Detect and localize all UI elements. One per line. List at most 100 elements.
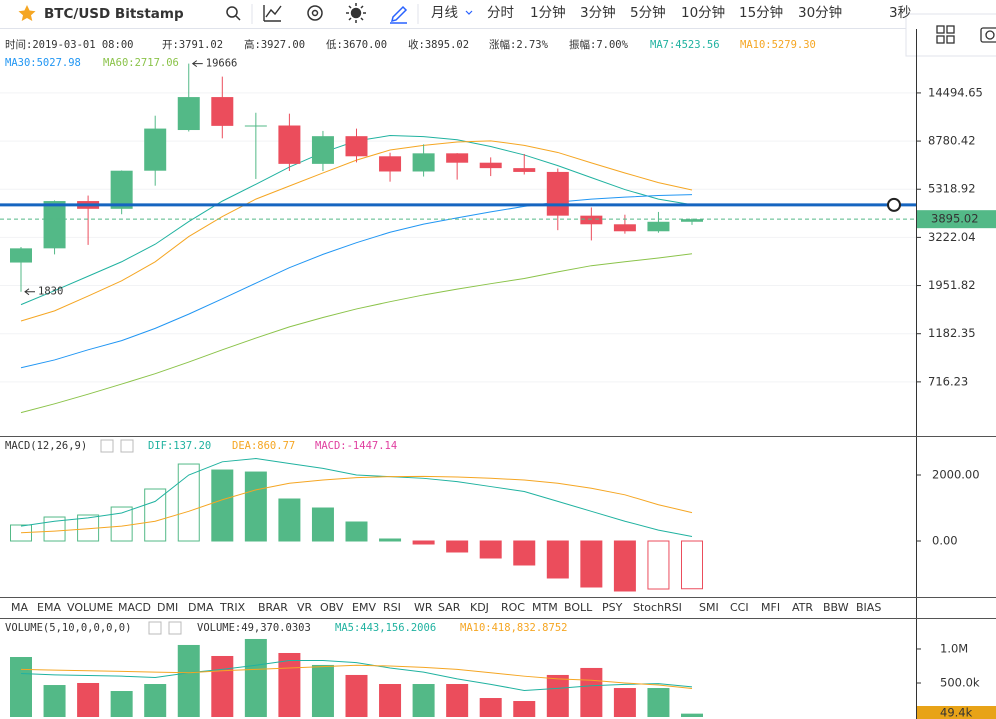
volume-ma-line	[20, 664, 693, 690]
macd-bar	[546, 540, 569, 579]
candle-body	[613, 224, 636, 232]
interval-button[interactable]: 3分钟	[580, 4, 616, 21]
pane-title: MACD(12,26,9)	[5, 440, 87, 452]
volume-bar	[77, 682, 100, 717]
interval-button[interactable]: 5分钟	[630, 4, 666, 21]
last-price-box	[917, 210, 996, 229]
info-item: 收:3895.02	[408, 38, 469, 51]
candle-body	[177, 97, 200, 131]
annotation-arrow	[191, 60, 203, 68]
interval-button[interactable]: 月线	[431, 5, 458, 21]
legend-item: MA30:5027.98	[5, 57, 81, 69]
indicator-tab[interactable]: CCI	[730, 601, 749, 614]
info-item: 涨幅:2.73%	[489, 38, 549, 51]
y-tick-label: 1182.35	[928, 326, 976, 340]
indicator-tab[interactable]: MFI	[761, 601, 780, 614]
indicator-tab[interactable]: RSI	[383, 601, 401, 614]
candle-body	[311, 136, 334, 164]
theme-icon[interactable]	[346, 3, 366, 23]
legend-item: MA10:5279.30	[740, 39, 816, 51]
info-item: 高:3927.00	[244, 38, 305, 51]
volume-bar	[177, 644, 200, 717]
indicator-tab[interactable]: WR	[414, 601, 433, 614]
indicator-tab[interactable]: TRIX	[219, 601, 246, 614]
interval-button[interactable]: 15分钟	[739, 4, 783, 21]
y-tick-label: 14494.65	[928, 85, 983, 99]
indicator-tab[interactable]: EMA	[37, 601, 61, 614]
indicator-tab[interactable]: ROC	[501, 601, 525, 614]
legend-item: MA5:443,156.2006	[335, 622, 436, 634]
interval-button[interactable]: 10分钟	[681, 4, 725, 21]
volume-bar	[144, 684, 167, 717]
indicator-tab[interactable]: MTM	[532, 601, 558, 614]
y-tick-label: 2000.00	[932, 468, 980, 482]
indicator-tab[interactable]: BBW	[823, 601, 849, 614]
indicator-tab[interactable]: DMA	[188, 601, 214, 614]
indicator-tab[interactable]: SMI	[699, 601, 719, 614]
legend-item: DEA:860.77	[232, 440, 295, 452]
volume-bar	[278, 652, 301, 717]
candle-body	[546, 171, 569, 216]
legend-item: MA60:2717.06	[103, 57, 179, 69]
y-tick-label: 1.0M	[940, 641, 968, 655]
macd-bar	[144, 488, 167, 542]
candle-body	[513, 168, 536, 172]
info-item: 时间:2019-03-01 08:00	[5, 38, 133, 51]
line-handle[interactable]	[887, 197, 901, 212]
dropdown-caret[interactable]	[465, 10, 473, 15]
candle-body	[110, 170, 133, 209]
macd-bar	[311, 507, 334, 542]
interval-button[interactable]: 30分钟	[798, 4, 842, 21]
draw-icon[interactable]	[390, 5, 408, 24]
indicator-icon[interactable]	[263, 5, 282, 22]
volume-bar	[613, 688, 636, 717]
candle-body	[211, 97, 234, 126]
indicator-tab[interactable]: OBV	[320, 601, 344, 614]
indicator-tab[interactable]: VOLUME	[67, 601, 113, 614]
volume-bar	[345, 674, 368, 717]
candle-body	[379, 156, 402, 172]
candle-body	[647, 221, 670, 232]
legend-item: VOLUME:49,370.0303	[197, 622, 311, 634]
indicator-tab[interactable]: SAR	[438, 601, 461, 614]
favorite-star[interactable]	[18, 5, 36, 21]
indicator-tab[interactable]: DMI	[157, 601, 178, 614]
macd-line	[20, 475, 693, 534]
indicator-tab[interactable]: BIAS	[856, 601, 881, 614]
layout-icon[interactable]	[936, 25, 955, 44]
interval-button[interactable]: 分时	[487, 5, 514, 21]
annotation: 1830	[38, 286, 63, 298]
side-panel	[905, 13, 996, 57]
settings-icon[interactable]	[307, 5, 323, 21]
indicator-tab[interactable]: ATR	[792, 601, 813, 614]
side-panel-box	[905, 13, 996, 57]
volume-bar	[546, 674, 569, 717]
volume-bar	[10, 657, 32, 717]
interval-button[interactable]: 3秒	[889, 5, 911, 21]
legend-item: MA7:4523.56	[650, 39, 720, 51]
indicator-tab[interactable]: VR	[297, 601, 313, 614]
candle-body	[446, 153, 469, 163]
indicator-tab[interactable]: KDJ	[470, 601, 489, 614]
volume-ma-line	[20, 660, 693, 691]
indicator-tab[interactable]: MA	[11, 601, 28, 614]
candle-body	[681, 219, 703, 222]
interval-button[interactable]: 1分钟	[530, 4, 566, 21]
indicator-tab[interactable]: EMV	[352, 601, 376, 614]
camera-icon[interactable]	[980, 27, 996, 43]
search-icon[interactable]	[226, 6, 241, 21]
indicator-tab[interactable]: PSY	[602, 601, 623, 614]
indicator-tab[interactable]: BOLL	[564, 601, 593, 614]
macd-bar	[412, 540, 435, 545]
y-tick-label: 5318.92	[928, 182, 976, 196]
macd-bar	[211, 469, 234, 542]
candle-body	[144, 128, 167, 171]
symbol[interactable]: BTC/USD Bitstamp	[44, 6, 184, 22]
volume-bar	[446, 684, 469, 717]
indicator-tab[interactable]: StochRSI	[633, 601, 682, 614]
pane-buttons[interactable]	[100, 439, 182, 635]
indicator-tab[interactable]: BRAR	[258, 601, 288, 614]
indicator-tab[interactable]: MACD	[118, 601, 151, 614]
